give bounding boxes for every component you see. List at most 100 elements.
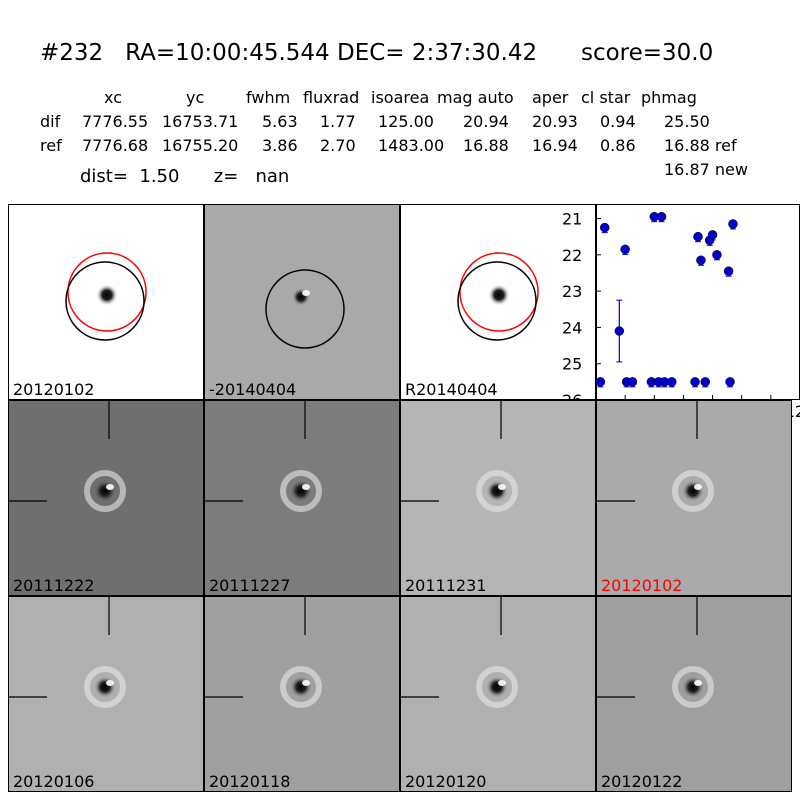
column-header: cl star <box>581 88 631 107</box>
stamp-date-label: 20120122 <box>601 772 683 791</box>
table-cell: 3.86 <box>262 136 298 155</box>
source-highlight <box>498 680 506 686</box>
column-header: xc <box>104 88 122 107</box>
source-highlight <box>302 290 310 296</box>
aperture-circle-red <box>459 252 539 332</box>
data-point <box>627 377 638 387</box>
table-cell: 16755.20 <box>162 136 239 155</box>
stamp-date-label: R20140404 <box>405 380 498 399</box>
candidate-title: #232 RA=10:00:45.544 DEC= 2:37:30.42 sco… <box>40 40 714 66</box>
aperture-circle-red <box>67 252 147 332</box>
source-highlight <box>106 680 114 686</box>
source-halo <box>672 666 714 708</box>
table-cell: 1483.00 <box>378 136 445 155</box>
image-stamp: 20120106 <box>8 596 204 792</box>
y-tick-label: 24 <box>562 318 582 337</box>
source-halo <box>476 666 518 708</box>
table-cell: 16.88 ref <box>664 136 737 155</box>
image-stamp: 20111231 <box>400 400 596 596</box>
stamp-date-label: 20120102 <box>13 380 95 399</box>
source-blob <box>488 284 510 306</box>
source-blob <box>290 480 312 502</box>
image-stamp: 20120102 <box>596 400 792 596</box>
data-point <box>656 211 667 222</box>
image-stamp: -20140404 <box>204 204 400 400</box>
stamp-image <box>401 401 518 512</box>
table-cell: 20.94 <box>463 112 509 131</box>
phmag-new: 16.87 new <box>664 160 748 179</box>
source-blob <box>486 480 508 502</box>
source-blob <box>94 480 116 502</box>
source-halo <box>84 470 126 512</box>
data-point <box>599 222 610 233</box>
image-stamp: 20120102 <box>8 204 204 400</box>
data-point <box>620 244 630 255</box>
stamp-date-label: 20111227 <box>209 576 291 595</box>
data-point <box>707 230 718 240</box>
stamp-date-label: 20120102 <box>601 576 683 595</box>
table-cell: 16.88 <box>463 136 509 155</box>
y-tick-label: 23 <box>562 282 582 301</box>
stamp-image <box>205 401 322 512</box>
table-cell: 125.00 <box>378 112 434 131</box>
data-point <box>595 377 606 387</box>
data-point <box>712 250 722 260</box>
stamp-image <box>9 597 126 708</box>
source-blob <box>682 676 704 698</box>
stamp-image <box>597 401 714 512</box>
table-cell: 20.93 <box>532 112 578 131</box>
stamp-date-label: 20111231 <box>405 576 487 595</box>
data-point <box>690 377 700 387</box>
stamp-image <box>265 269 345 349</box>
stamp-image <box>9 401 126 512</box>
data-point <box>614 326 625 336</box>
image-stamp: 20111227 <box>204 400 400 596</box>
source-blob <box>94 676 116 698</box>
source-highlight <box>694 484 702 490</box>
data-point <box>725 377 735 387</box>
table-cell: 1.77 <box>320 112 356 131</box>
table-cell: 5.63 <box>262 112 298 131</box>
light-curve-chart: 212223242526−20020406080100120 <box>562 204 800 421</box>
table-cell: 7776.55 <box>82 112 149 131</box>
source-blob <box>682 480 704 502</box>
y-tick-label: 22 <box>562 246 582 265</box>
source-blob <box>290 676 312 698</box>
stamp-date-label: 20120118 <box>209 772 291 791</box>
source-halo <box>672 470 714 512</box>
source-blob <box>486 676 508 698</box>
column-header: phmag <box>641 88 697 107</box>
source-highlight <box>694 680 702 686</box>
data-point <box>723 266 734 276</box>
table-cell: 7776.68 <box>82 136 149 155</box>
image-stamp: 20120122 <box>596 596 792 792</box>
dist-z-line: dist= 1.50 z= nan <box>80 166 290 187</box>
source-highlight <box>106 484 114 490</box>
table-cell: 2.70 <box>320 136 356 155</box>
row-label: dif <box>40 112 61 131</box>
image-stamp: 20120118 <box>204 596 400 792</box>
stamp-date-label: 20120106 <box>13 772 95 791</box>
source-highlight <box>302 680 310 686</box>
table-cell: 16.94 <box>532 136 578 155</box>
y-tick-label: 25 <box>562 355 582 374</box>
aperture-circle-black <box>65 261 145 341</box>
stamp-image <box>457 252 539 341</box>
source-highlight <box>302 484 310 490</box>
column-header: aper <box>532 88 569 107</box>
column-header: isoarea <box>371 88 430 107</box>
data-point <box>696 255 706 266</box>
source-blob <box>96 284 118 306</box>
table-cell: 25.50 <box>664 112 710 131</box>
column-header: mag auto <box>437 88 514 107</box>
table-cell: 0.94 <box>600 112 636 131</box>
source-halo <box>84 666 126 708</box>
data-point <box>728 219 738 229</box>
column-header: yc <box>186 88 205 107</box>
image-stamp: R20140404 <box>400 204 596 400</box>
source-halo <box>280 666 322 708</box>
data-point <box>667 377 677 387</box>
aperture-circle-black <box>457 261 537 341</box>
stamp-date-label: 20111222 <box>13 576 95 595</box>
stamp-image <box>401 597 518 708</box>
